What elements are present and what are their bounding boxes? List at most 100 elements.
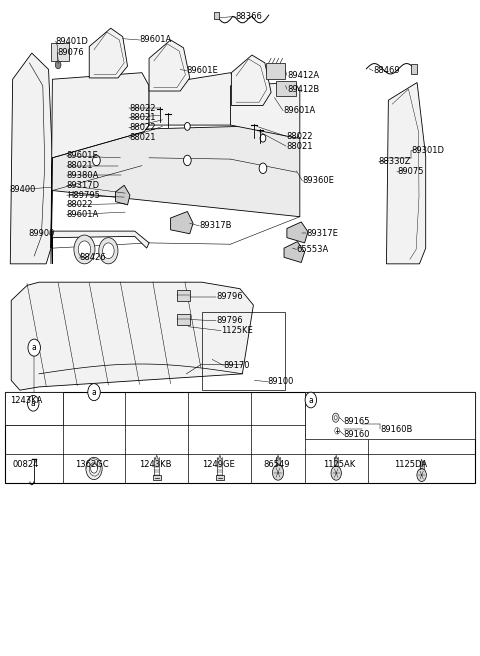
Text: 89380A: 89380A (67, 171, 99, 180)
Polygon shape (149, 40, 190, 91)
Text: 88021: 88021 (67, 161, 93, 170)
Text: 88022: 88022 (129, 123, 156, 133)
Text: 1243KA: 1243KA (10, 396, 42, 405)
Text: 89401D: 89401D (56, 37, 89, 46)
Polygon shape (149, 73, 235, 125)
Bar (266, 63, 286, 79)
Text: a: a (309, 396, 313, 405)
Text: 88330Z: 88330Z (379, 157, 411, 166)
Circle shape (334, 416, 337, 420)
Circle shape (86, 457, 102, 480)
Text: 88022: 88022 (286, 132, 312, 140)
Text: 1243KB: 1243KB (139, 460, 171, 468)
Text: 89076: 89076 (57, 48, 84, 57)
Polygon shape (170, 211, 193, 234)
Text: 89075: 89075 (397, 167, 423, 176)
Polygon shape (11, 282, 253, 390)
Text: 89100: 89100 (268, 377, 294, 386)
Bar (153, 475, 161, 480)
Text: 89160: 89160 (344, 430, 371, 440)
Text: 89360E: 89360E (302, 176, 334, 185)
Text: 1125DA: 1125DA (394, 460, 427, 468)
Circle shape (27, 396, 39, 411)
Polygon shape (89, 28, 128, 78)
Bar (51, 43, 69, 61)
Polygon shape (284, 241, 305, 262)
Text: 89301D: 89301D (411, 146, 444, 155)
Bar (276, 81, 296, 96)
Bar (177, 314, 190, 325)
Circle shape (28, 339, 40, 356)
Circle shape (88, 384, 100, 401)
Circle shape (260, 134, 266, 142)
Circle shape (55, 61, 61, 69)
Text: 1125AK: 1125AK (324, 460, 356, 468)
Text: 89601E: 89601E (186, 66, 218, 75)
Bar (202, 312, 286, 390)
Bar (4, 392, 63, 425)
Text: 89900: 89900 (28, 229, 55, 238)
Bar (177, 290, 190, 300)
Polygon shape (10, 53, 52, 264)
Circle shape (103, 243, 114, 258)
Polygon shape (287, 222, 308, 243)
Circle shape (74, 235, 95, 264)
Text: 1249GE: 1249GE (202, 460, 235, 468)
Circle shape (305, 392, 317, 408)
Bar (4, 392, 476, 483)
Text: 89165: 89165 (344, 417, 371, 426)
Polygon shape (386, 83, 426, 264)
Text: 1362GC: 1362GC (75, 460, 108, 468)
Text: a: a (92, 388, 96, 397)
Circle shape (417, 468, 426, 482)
Text: 89601E: 89601E (67, 152, 98, 160)
Polygon shape (51, 73, 149, 248)
Bar (214, 12, 219, 19)
Text: 89317E: 89317E (306, 228, 338, 237)
Polygon shape (51, 125, 300, 264)
Text: 89317B: 89317B (199, 221, 232, 230)
Text: 86549: 86549 (263, 460, 289, 468)
Text: 88021: 88021 (129, 133, 156, 142)
Circle shape (78, 241, 91, 258)
Polygon shape (116, 185, 130, 205)
Text: 88022: 88022 (129, 104, 156, 113)
Text: 89160B: 89160B (380, 425, 413, 434)
Text: 89601A: 89601A (283, 106, 315, 115)
Text: 88426: 88426 (80, 253, 106, 262)
Text: 65553A: 65553A (297, 245, 329, 254)
Text: a: a (32, 343, 36, 352)
Text: 88469: 88469 (373, 66, 400, 75)
Text: 88021: 88021 (286, 142, 312, 150)
Text: 89796: 89796 (216, 292, 243, 301)
Text: 89601A: 89601A (140, 35, 172, 45)
Text: 88021: 88021 (129, 113, 156, 123)
Text: 89400: 89400 (9, 185, 36, 194)
Text: 89412A: 89412A (287, 71, 319, 80)
Bar (411, 64, 417, 74)
Text: 89170: 89170 (223, 361, 250, 370)
Circle shape (332, 413, 339, 422)
Polygon shape (52, 231, 149, 264)
Circle shape (273, 465, 284, 480)
Text: 89317D: 89317D (67, 181, 100, 190)
Text: 89796: 89796 (216, 316, 243, 325)
Circle shape (259, 163, 267, 173)
Polygon shape (231, 55, 271, 106)
Bar (305, 392, 476, 440)
Text: 00824: 00824 (13, 460, 39, 468)
Bar (216, 475, 224, 480)
Circle shape (93, 155, 100, 166)
Circle shape (99, 237, 118, 264)
Text: 88022: 88022 (67, 201, 93, 209)
Circle shape (91, 464, 97, 473)
Text: 1125KE: 1125KE (221, 326, 252, 335)
Text: 89601A: 89601A (67, 211, 99, 219)
Text: 88366: 88366 (235, 12, 262, 21)
Polygon shape (230, 83, 300, 138)
Text: a: a (31, 399, 36, 408)
Circle shape (184, 123, 190, 131)
Circle shape (183, 155, 191, 166)
Text: H89795: H89795 (67, 191, 100, 199)
Circle shape (331, 466, 341, 480)
